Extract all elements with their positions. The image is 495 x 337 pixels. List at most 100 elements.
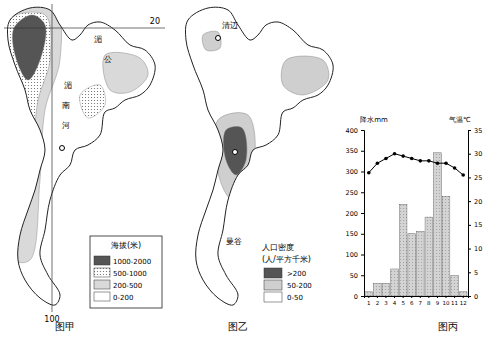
region <box>281 56 329 95</box>
tick-label: 12 <box>460 300 467 306</box>
legend: 人口密度(人/平方千米)>20050-2000-50 <box>262 243 312 302</box>
map-label: 南 <box>62 101 70 110</box>
bar-pattern <box>399 205 407 296</box>
tick-mark <box>468 130 471 131</box>
axis-line <box>361 131 365 297</box>
tick-label: 9 <box>436 300 440 306</box>
tick-mark <box>394 296 395 298</box>
tick-label: 4 <box>393 300 397 306</box>
tick-label: 350 <box>346 147 358 155</box>
legend-label: >200 <box>287 270 306 278</box>
bar <box>408 234 416 296</box>
axis-line <box>365 297 469 299</box>
axis-line <box>469 131 472 297</box>
tick-mark <box>361 172 364 173</box>
country <box>185 7 333 305</box>
tick-label: 10 <box>443 300 450 306</box>
tick-label: 100 <box>346 251 358 259</box>
tick-mark <box>468 201 471 202</box>
tick-label: 50 <box>350 272 358 280</box>
bar <box>399 205 407 296</box>
tick-mark <box>437 296 438 298</box>
map <box>185 7 333 305</box>
region <box>103 52 148 93</box>
bar <box>434 153 442 296</box>
tick: 10 <box>468 245 482 253</box>
tick: 30 <box>468 150 482 158</box>
tick-label: 5 <box>474 269 478 277</box>
city-label: 清迈 <box>222 21 238 30</box>
bar <box>382 284 390 296</box>
tick-mark <box>361 275 364 276</box>
caption: 图丙 <box>438 321 458 332</box>
tick-label: 5 <box>401 300 405 306</box>
bar <box>365 292 373 296</box>
bar <box>425 217 433 296</box>
tick: 1 <box>367 296 371 306</box>
bar <box>374 284 382 296</box>
tick: 0 <box>354 293 364 301</box>
tick-mark <box>446 296 447 298</box>
tick-mark <box>361 213 364 214</box>
bar-pattern <box>442 196 450 296</box>
bar-pattern <box>382 284 390 296</box>
marker <box>436 161 440 165</box>
tick-label: 0 <box>474 293 478 301</box>
tick: 150 <box>346 230 364 238</box>
tick: 15 <box>468 221 482 229</box>
map-label: 公 <box>104 55 112 64</box>
plot-area <box>365 152 467 296</box>
line <box>369 154 463 175</box>
tick-mark <box>468 272 471 273</box>
city <box>60 146 65 151</box>
tick-label: 400 <box>346 127 358 135</box>
tick-label: 8 <box>427 300 431 306</box>
tick-mark <box>385 296 386 298</box>
chart: 0501001502002503003504000510152025303512… <box>346 116 483 306</box>
y-axis: 050100150200250300350400 <box>346 127 365 301</box>
tick: 300 <box>346 168 364 176</box>
region <box>80 85 106 118</box>
tick: 350 <box>346 147 364 155</box>
tick-label: 200 <box>346 210 358 218</box>
tick-mark <box>454 296 455 298</box>
tick-label: 7 <box>419 300 423 306</box>
tick: 10 <box>443 296 450 306</box>
tick-mark <box>368 296 369 298</box>
bar <box>442 196 450 296</box>
bar-pattern <box>425 217 433 296</box>
y2-axis: 05101520253035 <box>468 127 482 301</box>
marker <box>384 157 388 161</box>
tick-mark <box>463 296 464 298</box>
legend-label: 1000-2000 <box>113 258 151 266</box>
tick: 4 <box>393 296 397 306</box>
caption: 图乙 <box>228 321 248 332</box>
tick-label: 6 <box>410 300 414 306</box>
map <box>0 4 165 312</box>
tick-mark <box>411 296 412 298</box>
tick: 100 <box>346 251 364 259</box>
marker <box>444 161 448 165</box>
legend-swatch <box>264 292 282 302</box>
legend-title: 人口密度 <box>262 243 294 252</box>
tick: 2 <box>376 296 380 306</box>
tick-label: 10 <box>474 245 482 253</box>
tick: 0 <box>468 293 478 301</box>
tick-mark <box>361 296 364 297</box>
marker <box>393 152 397 156</box>
map-label: 湄 <box>94 35 102 44</box>
tick-mark <box>468 154 471 155</box>
tick: 50 <box>350 272 364 280</box>
map-label: 河 <box>62 121 70 130</box>
tick-mark <box>361 192 364 193</box>
region <box>223 127 246 175</box>
bar-pattern <box>374 284 382 296</box>
tick: 25 <box>468 174 482 182</box>
tick-mark <box>361 151 364 152</box>
legend-swatch <box>94 280 110 289</box>
meridian <box>52 4 53 312</box>
tick-mark <box>361 234 364 235</box>
border <box>7 7 155 305</box>
tick: 6 <box>410 296 414 306</box>
tick-label: 3 <box>384 300 388 306</box>
